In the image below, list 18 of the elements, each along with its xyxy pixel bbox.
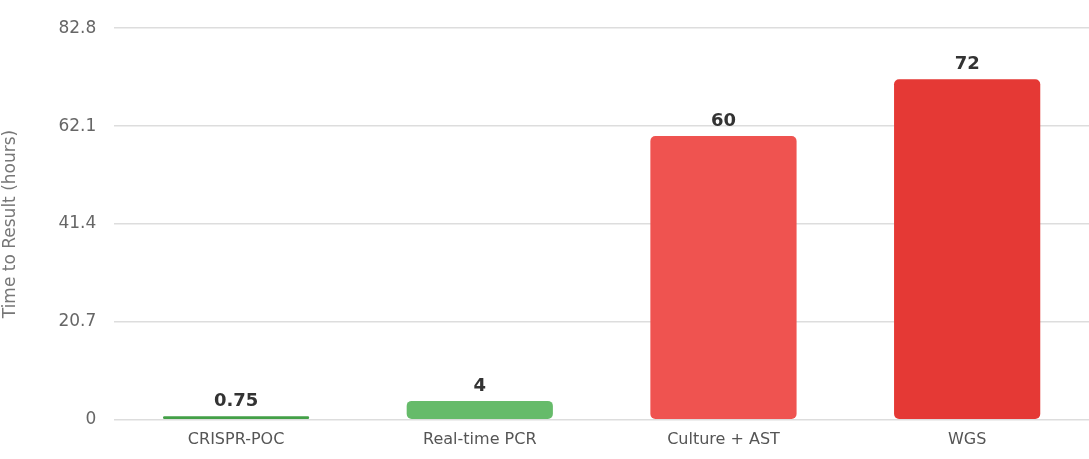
bar [650, 136, 797, 420]
y-axis-title: Time to Result (hours) [0, 129, 19, 320]
y-tick-label: 41.4 [58, 212, 97, 233]
x-tick-label: Culture + AST [667, 428, 781, 448]
data-label: 0.75 [213, 388, 259, 410]
y-tick-label: 82.8 [58, 16, 97, 37]
bar [406, 400, 553, 420]
data-label: 72 [954, 51, 980, 73]
data-label: 4 [473, 373, 487, 395]
x-tick-label: CRISPR-POC [187, 428, 285, 448]
data-label: 60 [710, 108, 736, 130]
y-tick-label: 20.7 [58, 310, 97, 331]
y-tick-label: 62.1 [58, 114, 97, 135]
y-tick-label: 0 [85, 408, 97, 429]
bar [894, 79, 1041, 420]
x-tick-label: WGS [947, 428, 987, 448]
bar [162, 416, 310, 420]
x-tick-label: Real-time PCR [423, 428, 537, 448]
